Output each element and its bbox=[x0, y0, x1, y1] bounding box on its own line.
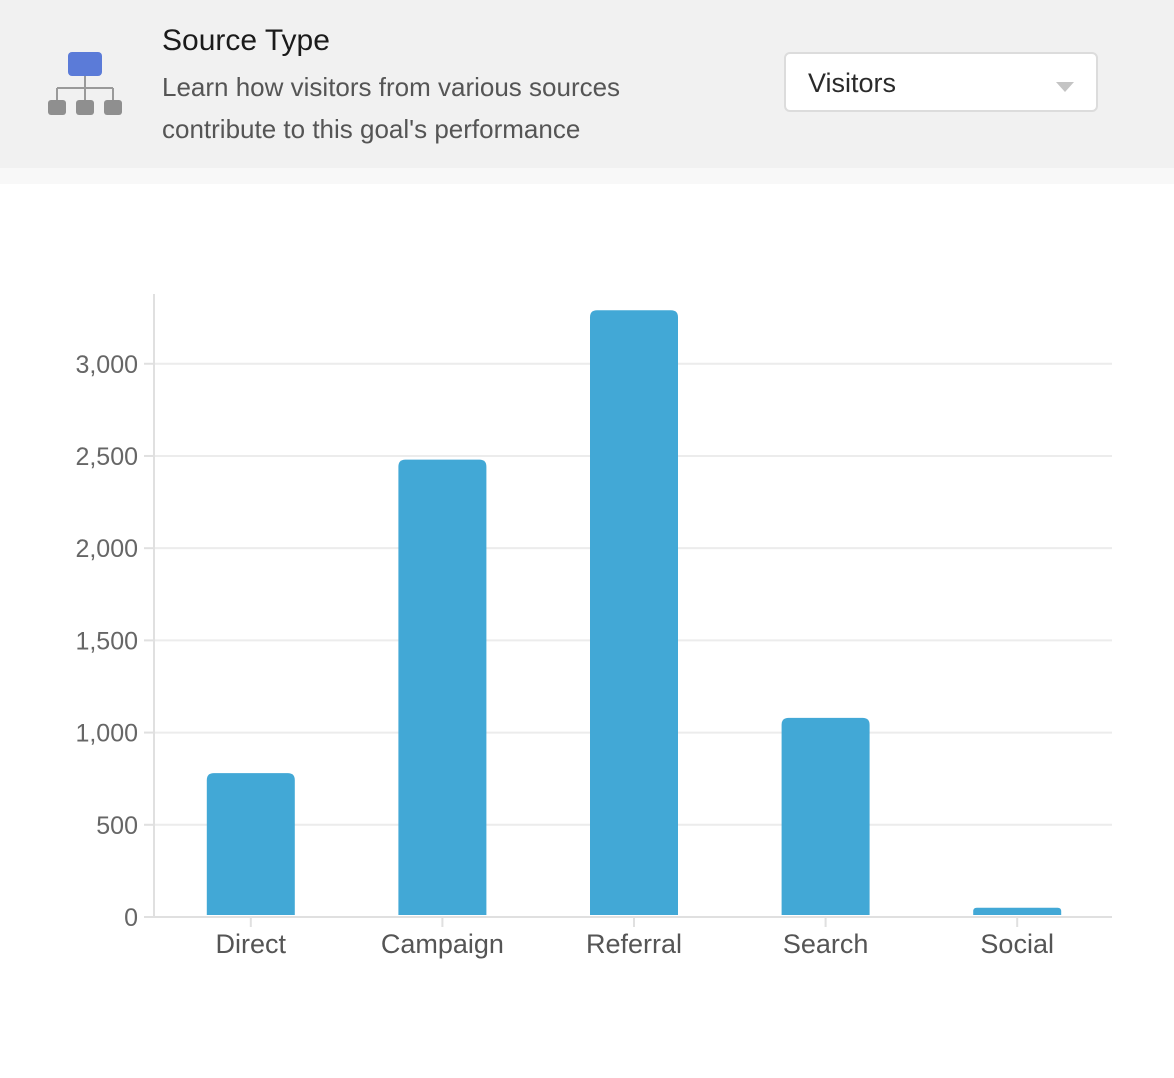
sitemap-icon bbox=[46, 52, 124, 118]
x-tick-label: Campaign bbox=[381, 929, 504, 959]
bar-campaign[interactable] bbox=[398, 459, 487, 915]
chart-bars bbox=[206, 310, 1062, 916]
y-tick-label: 1,500 bbox=[75, 627, 138, 655]
y-tick-label: 2,000 bbox=[75, 535, 138, 563]
y-tick-label: 500 bbox=[96, 812, 138, 840]
y-tick-label: 0 bbox=[124, 904, 138, 932]
x-tick-label: Social bbox=[980, 929, 1054, 959]
header-panel: Source Type Learn how visitors from vari… bbox=[0, 0, 1174, 168]
chevron-down-icon bbox=[1056, 82, 1074, 92]
x-tick-label: Referral bbox=[586, 929, 682, 959]
x-tick-label: Search bbox=[783, 929, 869, 959]
bar-social[interactable] bbox=[973, 907, 1062, 915]
x-tick-label: Direct bbox=[216, 929, 287, 959]
y-tick-label: 3,000 bbox=[75, 351, 138, 379]
section-title: Source Type bbox=[162, 24, 330, 57]
y-axis-ticks: 0 500 1,000 1,500 2,000 2,500 3,000 bbox=[75, 351, 154, 932]
y-tick-label: 1,000 bbox=[75, 720, 138, 748]
bar-search[interactable] bbox=[781, 717, 870, 915]
bar-referral[interactable] bbox=[590, 310, 678, 916]
metric-select[interactable]: Visitors bbox=[784, 52, 1098, 112]
y-tick-label: 2,500 bbox=[75, 443, 138, 471]
header-divider bbox=[0, 168, 1174, 184]
bar-direct[interactable] bbox=[206, 773, 295, 915]
section-description: Learn how visitors from various sources … bbox=[162, 72, 621, 144]
x-axis-ticks: Direct Campaign Referral Search Social bbox=[216, 917, 1054, 959]
metric-select-value: Visitors bbox=[808, 68, 897, 98]
